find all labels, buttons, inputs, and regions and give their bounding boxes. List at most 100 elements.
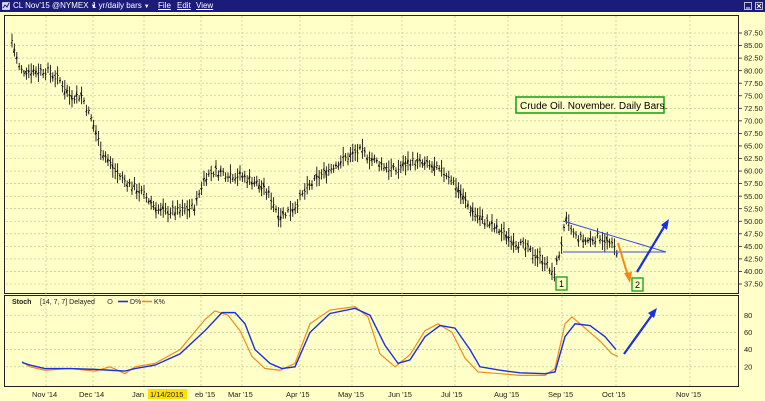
title-bar: CL Nov'15 @NYMEX ▼ 1 yr/daily bars ▼ File … bbox=[0, 0, 765, 12]
price-bar bbox=[610, 237, 613, 249]
date-tick-label: Dec '14 bbox=[79, 390, 104, 399]
price-tick-label: 57.50 bbox=[744, 179, 763, 188]
price-bar bbox=[324, 166, 328, 184]
d-line bbox=[21, 307, 617, 375]
menu-edit[interactable]: Edit bbox=[177, 1, 191, 10]
price-bar bbox=[514, 240, 517, 251]
price-tick-label: 65.00 bbox=[744, 142, 763, 151]
price-bar bbox=[291, 202, 294, 217]
price-bar bbox=[500, 223, 503, 242]
price-tick-label: 37.50 bbox=[744, 280, 763, 289]
price-bar bbox=[279, 208, 282, 228]
wave-label-2-box bbox=[631, 277, 644, 292]
price-bar bbox=[267, 186, 270, 198]
stoch-axis: 80 60 40 20 bbox=[744, 311, 752, 372]
price-bar bbox=[603, 233, 606, 253]
price-bar bbox=[353, 144, 357, 162]
period-selector[interactable]: 1 yr/daily bars ▼ bbox=[92, 0, 150, 13]
price-bar bbox=[260, 180, 263, 197]
menu-view[interactable]: View bbox=[196, 1, 214, 10]
date-tick-label: Jan bbox=[132, 390, 144, 399]
price-bar bbox=[495, 218, 498, 234]
price-bar bbox=[250, 177, 253, 190]
price-bar bbox=[526, 240, 529, 253]
price-bar bbox=[543, 257, 546, 272]
price-bar bbox=[394, 167, 397, 175]
price-tick-label: 60.00 bbox=[744, 167, 763, 176]
price-bar bbox=[430, 161, 433, 174]
date-tick-label: Jun '15 bbox=[388, 390, 412, 399]
price-bar bbox=[24, 67, 28, 80]
price-bar bbox=[46, 62, 49, 74]
price-bar bbox=[92, 119, 95, 132]
chart-app-icon[interactable] bbox=[2, 2, 10, 10]
price-tick-label: 77.50 bbox=[744, 79, 763, 88]
price-bar bbox=[147, 198, 150, 205]
price-bar bbox=[270, 192, 273, 210]
price-bar bbox=[351, 143, 354, 163]
price-bar bbox=[576, 235, 580, 247]
price-bar bbox=[118, 173, 121, 181]
minimize-icon[interactable] bbox=[744, 2, 752, 10]
price-bar bbox=[293, 201, 297, 215]
price-bar bbox=[406, 151, 409, 171]
price-bar bbox=[207, 169, 210, 177]
price-bar bbox=[574, 231, 577, 239]
price-bar bbox=[32, 64, 35, 76]
price-bar bbox=[78, 95, 81, 102]
price-bar bbox=[358, 144, 361, 151]
price-bar bbox=[303, 183, 306, 200]
price-bar bbox=[550, 262, 553, 280]
price-tick-label: 70.00 bbox=[744, 116, 763, 125]
price-bar bbox=[557, 251, 561, 261]
price-bar bbox=[224, 172, 227, 182]
price-tick-label: 80.00 bbox=[744, 66, 763, 75]
price-bar bbox=[15, 51, 18, 64]
price-bar bbox=[414, 160, 417, 171]
price-bar bbox=[255, 175, 258, 187]
price-tick-label: 82.50 bbox=[744, 54, 763, 63]
settings-icon[interactable] bbox=[107, 298, 113, 305]
price-bar bbox=[435, 161, 438, 170]
price-bar bbox=[497, 228, 501, 236]
wave-label-1-box bbox=[555, 276, 568, 291]
price-bar bbox=[445, 172, 448, 180]
price-bar bbox=[214, 160, 217, 177]
wave-label-2: 2 bbox=[635, 280, 640, 290]
price-bar bbox=[334, 161, 337, 170]
price-bar bbox=[248, 169, 251, 185]
price-bar bbox=[327, 163, 330, 176]
price-bar bbox=[588, 230, 592, 247]
price-bar bbox=[365, 154, 369, 164]
price-bar bbox=[469, 205, 472, 217]
price-tick-label: 85.00 bbox=[744, 41, 763, 50]
price-bar bbox=[252, 176, 256, 187]
price-bar bbox=[121, 171, 124, 184]
symbol-selector[interactable]: CL Nov'15 @NYMEX ▼ bbox=[13, 0, 97, 13]
price-bar bbox=[509, 235, 513, 250]
price-bar bbox=[310, 180, 313, 190]
price-bar bbox=[222, 167, 225, 176]
price-bar bbox=[593, 236, 597, 248]
price-bar bbox=[94, 125, 97, 142]
date-tick-label: Oct '15 bbox=[602, 390, 626, 399]
price-bar bbox=[10, 33, 13, 48]
chart-canvas[interactable]: 87.50 85.00 82.50 80.00 77.50 75.00 72.50 70.00… bbox=[0, 12, 765, 401]
price-bar bbox=[471, 202, 474, 222]
menu-file[interactable]: File bbox=[158, 1, 171, 10]
price-bar bbox=[61, 80, 64, 93]
price-bar bbox=[29, 63, 33, 84]
price-bar bbox=[197, 189, 201, 198]
price-bar bbox=[99, 141, 102, 160]
price-bar bbox=[75, 85, 78, 104]
close-icon[interactable] bbox=[755, 2, 763, 10]
price-bar bbox=[106, 154, 109, 166]
stoch-tick-label: 60 bbox=[744, 328, 752, 337]
price-bar bbox=[56, 66, 59, 85]
price-bar bbox=[401, 155, 405, 172]
price-bar bbox=[63, 80, 66, 100]
price-tick-label: 87.50 bbox=[744, 29, 763, 38]
stoch-tick-label: 20 bbox=[744, 362, 752, 371]
price-bar bbox=[584, 237, 587, 246]
price-bar bbox=[416, 152, 419, 169]
